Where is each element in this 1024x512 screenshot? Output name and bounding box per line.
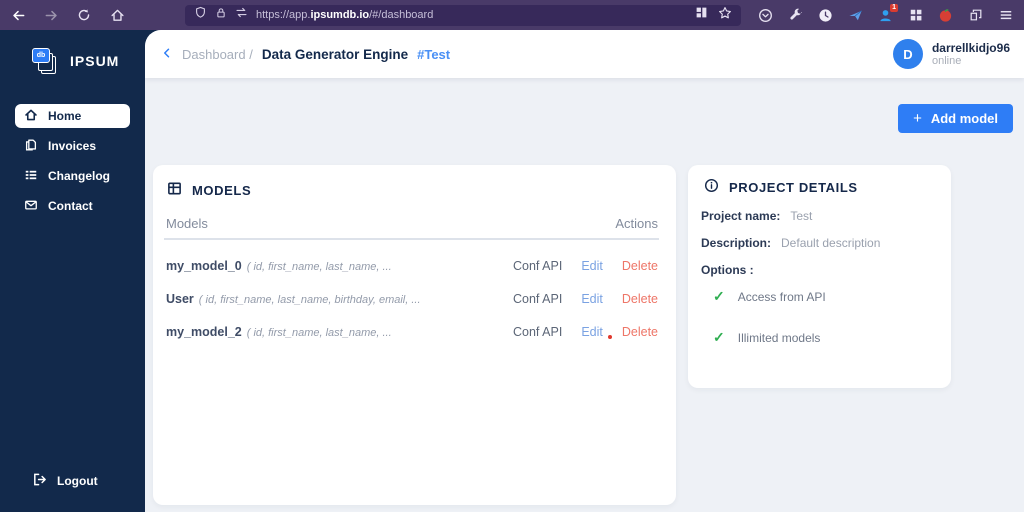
conf-api-link[interactable]: Conf API [512, 292, 563, 306]
apps-grid-icon[interactable] [907, 7, 924, 24]
option-item: ✓ Illimited models [713, 329, 937, 346]
logo-db-badge: db [32, 48, 50, 63]
project-details-card: PROJECT DETAILS Project name: Test Descr… [688, 165, 951, 388]
sidebar-item-label: Invoices [48, 139, 97, 153]
option-item: ✓ Access from API [713, 288, 937, 305]
logout-icon [32, 472, 47, 490]
models-table-header: Models Actions [164, 216, 659, 240]
browser-nav-buttons [10, 7, 125, 23]
avatar[interactable]: D [892, 39, 923, 69]
sidebar: db IPSUM Home Invoices Changel [0, 30, 145, 512]
wrench-icon[interactable] [787, 7, 804, 24]
sidebar-nav: Home Invoices Changelog Contact [0, 104, 145, 218]
check-icon: ✓ [713, 288, 725, 304]
sidebar-item-home[interactable]: Home [15, 104, 130, 128]
containers-icon[interactable] [695, 6, 708, 24]
table-row: User ( id, first_name, last_name, birthd… [164, 292, 659, 306]
extension-icons: 1 [757, 3, 1014, 24]
delete-link[interactable]: Delete [621, 292, 658, 306]
conf-api-link[interactable]: Conf API [512, 325, 563, 339]
history-clock-icon[interactable] [817, 7, 834, 24]
column-models: Models [166, 216, 208, 231]
reload-icon[interactable] [76, 7, 92, 23]
url-domain: ipsumdb.io [310, 9, 370, 21]
project-card-title: PROJECT DETAILS [701, 178, 937, 196]
options-label: Options : [701, 263, 754, 277]
user-menu[interactable]: D darrellkidjo96 online [892, 39, 1010, 69]
pocket-icon[interactable] [757, 7, 774, 24]
model-fields: ( id, first_name, last_name, ... [246, 327, 392, 339]
edit-link[interactable]: Edit [581, 259, 603, 273]
back-icon[interactable] [10, 7, 26, 23]
sidebar-item-invoices[interactable]: Invoices [15, 134, 130, 158]
address-bar[interactable]: https://app.ipsumdb.io/#/dashboard [185, 4, 741, 26]
table-grid-icon [167, 181, 182, 199]
shield-icon[interactable] [194, 6, 207, 24]
project-name-value: Test [790, 209, 813, 223]
models-card: MODELS Models Actions my_model_0 ( id, f… [153, 165, 676, 505]
edit-link[interactable]: Edit [581, 325, 612, 339]
add-model-label: Add model [930, 111, 998, 126]
account-extension-icon[interactable]: 1 [877, 3, 898, 24]
extension-badge: 1 [890, 3, 898, 12]
edit-link[interactable]: Edit [581, 292, 603, 306]
description-label: Description: [701, 236, 772, 250]
plus-icon: + [913, 110, 922, 127]
breadcrumb-current: Data Generator Engine [261, 46, 409, 62]
column-actions: Actions [615, 216, 658, 231]
forward-icon[interactable] [43, 7, 59, 23]
user-name: darrellkidjo96 [931, 40, 1010, 55]
lock-icon[interactable] [215, 6, 227, 24]
info-icon [704, 178, 719, 196]
table-row: my_model_0 ( id, first_name, last_name, … [164, 259, 659, 273]
logout-label: Logout [57, 474, 98, 488]
logo-text: IPSUM [70, 53, 120, 69]
sidebar-item-changelog[interactable]: Changelog [15, 164, 130, 188]
breadcrumb-back-icon[interactable] [161, 47, 173, 62]
breadcrumb: Dashboard / Data Generator Engine #Test [161, 47, 450, 62]
cursor-dot [607, 335, 612, 339]
project-name-label: Project name: [701, 209, 781, 223]
model-name: my_model_0 [166, 259, 242, 273]
description-value: Default description [781, 236, 881, 250]
sidebar-item-label: Contact [48, 199, 93, 213]
red-extension-icon[interactable] [937, 7, 954, 24]
permissions-icon[interactable] [235, 6, 248, 24]
model-name: my_model_2 [166, 325, 242, 339]
user-status: online [931, 54, 962, 67]
dashboard-content: + Add model MODELS Mo [145, 78, 1024, 512]
logo-icon: db [32, 47, 60, 75]
menu-hamburger-icon[interactable] [997, 7, 1014, 24]
delete-link[interactable]: Delete [621, 259, 658, 273]
table-row: my_model_2 ( id, first_name, last_name, … [164, 325, 659, 339]
breadcrumb-project-tag[interactable]: #Test [417, 46, 451, 62]
check-icon: ✓ [713, 329, 725, 345]
model-fields: ( id, first_name, last_name, ... [246, 261, 392, 273]
topbar: Dashboard / Data Generator Engine #Test … [145, 30, 1024, 78]
home-nav-icon [24, 108, 38, 125]
model-name: User [166, 292, 194, 306]
browser-toolbar: https://app.ipsumdb.io/#/dashboard 1 [0, 0, 1024, 30]
option-label: Access from API [737, 289, 826, 304]
sidebar-item-contact[interactable]: Contact [15, 194, 130, 218]
option-label: Illimited models [737, 330, 821, 345]
model-fields: ( id, first_name, last_name, birthday, e… [198, 294, 421, 306]
home-icon[interactable] [109, 7, 125, 23]
send-tab-icon[interactable] [967, 7, 984, 24]
invoices-icon [24, 138, 38, 155]
breadcrumb-root[interactable]: Dashboard / [182, 46, 253, 62]
logout-button[interactable]: Logout [0, 472, 145, 490]
url-text: https://app.ipsumdb.io/#/dashboard [256, 9, 434, 21]
sidebar-item-label: Home [48, 109, 82, 123]
contact-envelope-icon [24, 198, 38, 215]
sidebar-item-label: Changelog [48, 169, 110, 183]
plane-extension-icon[interactable] [847, 7, 864, 24]
add-model-button[interactable]: + Add model [898, 104, 1013, 133]
changelog-icon [24, 168, 38, 185]
bookmark-star-icon[interactable] [718, 6, 732, 25]
conf-api-link[interactable]: Conf API [512, 259, 563, 273]
models-card-title: MODELS [164, 181, 659, 199]
app-logo[interactable]: db IPSUM [32, 44, 145, 78]
delete-link[interactable]: Delete [621, 325, 658, 339]
